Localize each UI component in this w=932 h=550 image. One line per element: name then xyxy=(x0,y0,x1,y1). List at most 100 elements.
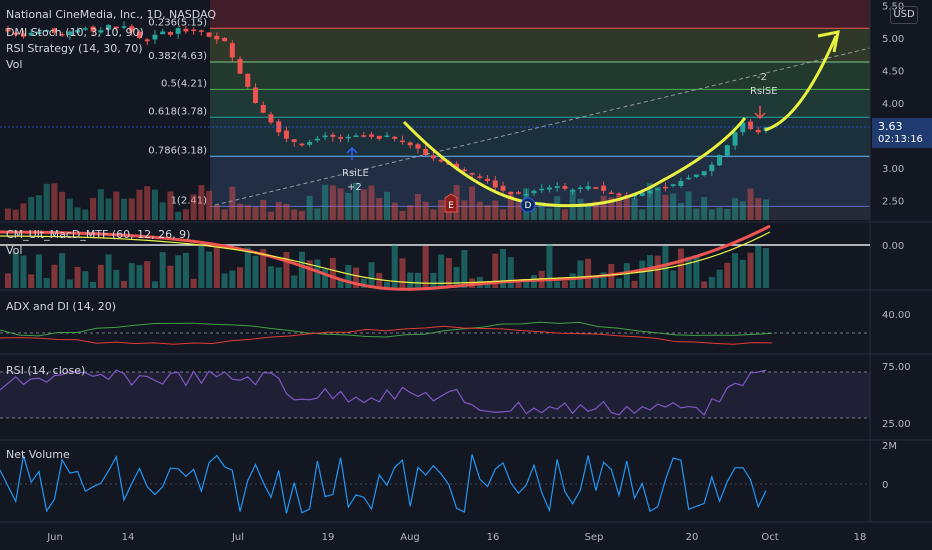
fibonacci-retracement[interactable]: 0.236(5.15) 0.382(4.63) 0.5(4.21) 0.618(3.7… xyxy=(148,0,870,220)
projection-arrowhead xyxy=(817,30,840,53)
volume-bar xyxy=(74,207,81,220)
candle-body xyxy=(717,155,723,166)
volume-bar xyxy=(677,203,684,220)
macd-volume-bar xyxy=(28,274,35,288)
macd-volume-bar xyxy=(414,272,421,288)
price-tick-label: 3.00 xyxy=(882,164,904,175)
macd-volume-bar xyxy=(500,248,507,288)
candle-body xyxy=(423,148,429,155)
macd-volume-bar xyxy=(654,255,661,288)
candle-body xyxy=(253,87,259,103)
fib-zone xyxy=(210,117,870,157)
netvol-pane-label[interactable]: Net Volume xyxy=(6,448,70,461)
candle-body xyxy=(430,155,436,159)
candle-body xyxy=(608,192,614,194)
macd-volume-bar xyxy=(646,255,653,288)
volume-bar xyxy=(391,202,398,220)
rsi-pane-label[interactable]: RSI (14, close) xyxy=(6,364,86,377)
volume-bar xyxy=(151,189,158,220)
candle-body xyxy=(121,26,127,28)
candle-body xyxy=(183,28,189,32)
volume-bar xyxy=(167,191,174,220)
volume-bar xyxy=(546,208,553,220)
volume-bar xyxy=(82,209,89,220)
candle-body xyxy=(338,137,344,139)
price-tick-label: 5.00 xyxy=(882,34,904,45)
macd-volume-bar xyxy=(306,260,313,288)
volume-bar xyxy=(732,198,739,220)
macd-volume-bar xyxy=(484,281,491,288)
rsi-tick-label: 25.00 xyxy=(882,419,911,430)
macd-volume-bar xyxy=(97,264,104,288)
volume-bar xyxy=(422,201,429,220)
macd-volume-bar xyxy=(662,245,669,288)
macd-volume-bar xyxy=(59,253,66,288)
volume-bar xyxy=(59,191,66,220)
macd-volume-bar xyxy=(151,281,158,288)
volume-bar xyxy=(190,194,197,220)
dividend-marker xyxy=(520,197,536,213)
adx-pane-label[interactable]: ADX and DI (14, 20) xyxy=(6,300,116,313)
macd-pane-label[interactable]: CM_Ult_MacD_MTF (60, 12, 26, 9) xyxy=(6,228,191,241)
candle-body xyxy=(20,33,26,37)
candle-body xyxy=(222,38,228,42)
macd-vol-label[interactable]: Vol xyxy=(6,244,23,257)
candle-body xyxy=(191,29,197,32)
candle-body xyxy=(106,25,112,30)
volume-bar xyxy=(144,186,151,220)
candle-body xyxy=(13,32,19,35)
volume-bar xyxy=(763,199,769,220)
projection-arrow xyxy=(764,35,838,132)
candle-body xyxy=(477,176,483,178)
macd-volume-bar xyxy=(724,262,731,288)
price-tick-label: 5.50 xyxy=(882,2,904,13)
fib-zone xyxy=(210,28,870,63)
volume-bar xyxy=(267,211,274,220)
macd-volume-bar xyxy=(237,267,244,288)
indicator-panes xyxy=(0,0,932,522)
time-tick-label: 20 xyxy=(686,532,699,543)
macd-volume-bar xyxy=(43,278,50,288)
rsi-line xyxy=(0,369,767,417)
macd-volume-bar xyxy=(407,272,414,288)
netvol-tick-label: 0 xyxy=(882,480,888,491)
macd-volume-bar xyxy=(260,249,267,288)
time-tick-label: 18 xyxy=(854,532,867,543)
candle-body xyxy=(36,31,42,34)
macd-volume-bar xyxy=(175,255,182,288)
candle-body xyxy=(44,30,50,32)
macd-volume-bar xyxy=(507,257,514,288)
volume-bar xyxy=(561,209,568,220)
candle-body xyxy=(322,135,328,138)
macd-volume-bar xyxy=(422,245,429,288)
candle-body xyxy=(75,30,81,33)
price-tick-label: 4.50 xyxy=(882,67,904,78)
candle-body xyxy=(160,31,166,35)
volume-bar xyxy=(407,205,414,220)
candle-body xyxy=(515,192,521,194)
volume-bar xyxy=(322,184,329,220)
candle-body xyxy=(523,194,529,196)
macd-volume-bar xyxy=(298,251,305,288)
indicator-rsi-strategy[interactable]: RSI Strategy (14, 30, 70) xyxy=(6,42,143,55)
candle-body xyxy=(330,134,336,137)
indicator-dmi-stoch[interactable]: DMI Stoch (10, 3, 10, 90) xyxy=(6,26,144,39)
macd-volume-bar xyxy=(190,278,197,288)
candle-body xyxy=(314,138,320,141)
macd-volume-bar xyxy=(20,255,27,288)
candle-body xyxy=(152,34,158,40)
volume-bar xyxy=(97,189,104,220)
time-tick-label: Jul xyxy=(231,532,244,543)
currency-badge[interactable]: USD xyxy=(890,6,918,24)
indicator-vol[interactable]: Vol xyxy=(6,58,23,71)
symbol-title[interactable]: National CineMedia, Inc., 1D, NASDAQ xyxy=(6,8,217,21)
volume-bar xyxy=(654,186,661,220)
volume-bar xyxy=(229,186,236,220)
volume-bar xyxy=(66,198,73,220)
drawing-overlay[interactable]: RsiLE +2 -2 RsiSE E D xyxy=(0,30,871,213)
last-price-countdown: 02:13:16 xyxy=(878,134,923,145)
candle-body xyxy=(748,121,754,129)
fib-zone xyxy=(210,0,870,29)
candle-body xyxy=(353,135,359,137)
